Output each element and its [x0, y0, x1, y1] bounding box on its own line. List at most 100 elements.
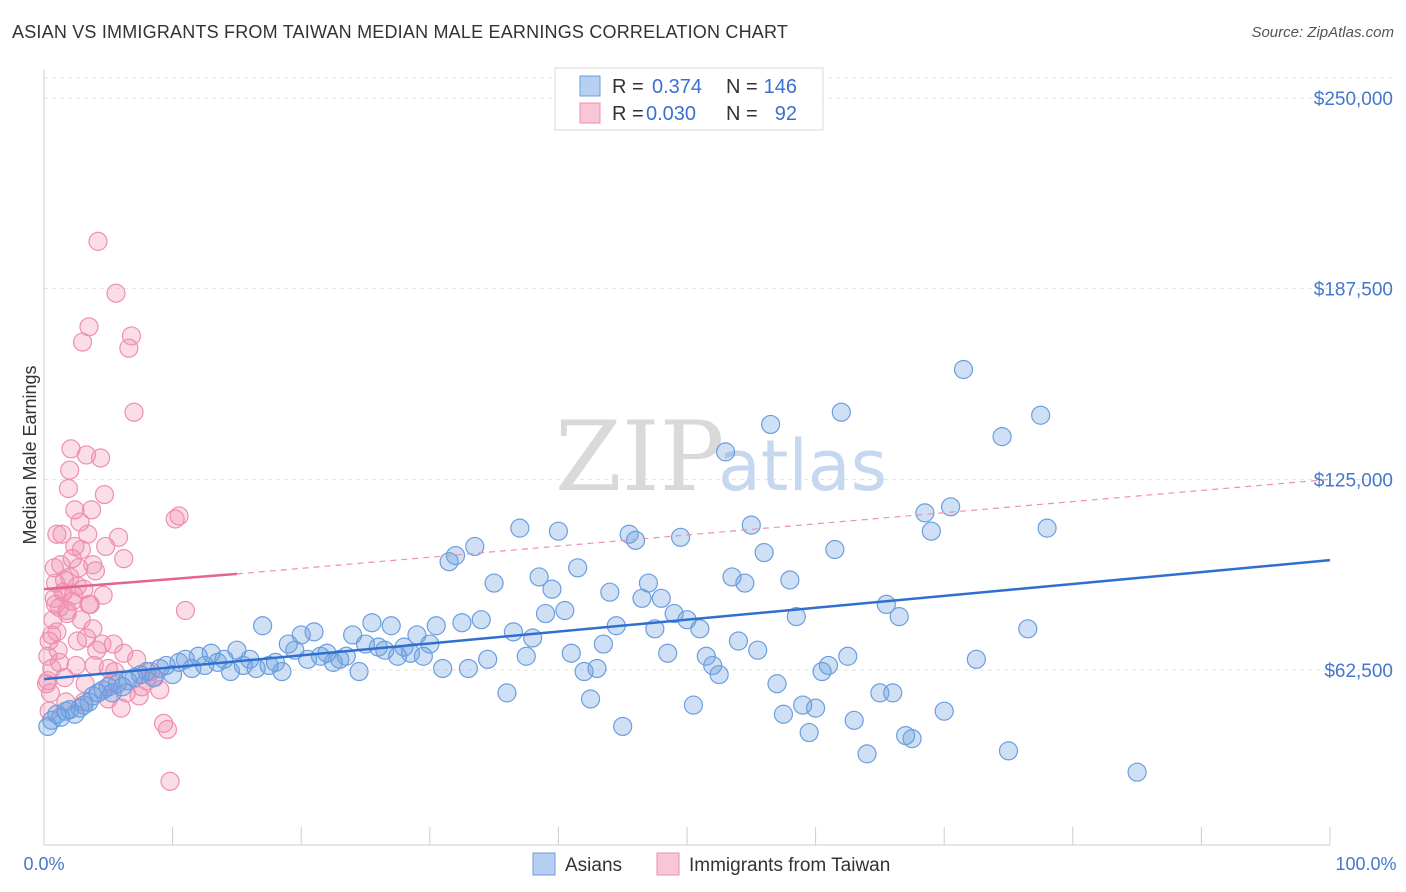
- asians-point-145: [1018, 619, 1038, 639]
- asians-point-104: [683, 695, 704, 715]
- asians-point-118: [773, 704, 794, 724]
- asians-point-119: [780, 570, 800, 590]
- asians-point-125: [818, 655, 839, 676]
- series-legend: Asians Immigrants from Taiwan: [532, 852, 890, 876]
- taiwan-point-39: [87, 640, 107, 660]
- x-tick-label-min: 0.0%: [23, 854, 64, 874]
- asians-point-75: [497, 683, 517, 703]
- asians-point-58: [381, 616, 401, 636]
- taiwan-point-83: [94, 484, 115, 505]
- asians-point-55: [362, 613, 382, 633]
- asians-point-148: [1127, 762, 1147, 782]
- asians-trend-line: [43, 558, 1331, 681]
- asians-point-142: [966, 649, 986, 669]
- asians-point-65: [426, 616, 446, 636]
- taiwan-trend-line-extension: [236, 478, 1331, 575]
- legend-r-label-asians: R =: [612, 76, 644, 98]
- asians-point-11: [88, 683, 108, 703]
- y-axis-title: Median Male Earnings: [20, 365, 40, 544]
- asians-point-127: [831, 402, 851, 422]
- taiwan-point-71: [57, 603, 77, 624]
- y-tick-label-2: $187,500: [1314, 280, 1393, 301]
- asians-point-129: [844, 710, 864, 730]
- asians-point-14: [102, 683, 122, 703]
- taiwan-point-82: [60, 460, 80, 480]
- gridlines: [44, 77, 1394, 671]
- taiwan-point-86: [114, 643, 134, 663]
- asians-point-139: [934, 701, 954, 721]
- asians-point-122: [799, 722, 819, 743]
- taiwan-point-90: [38, 671, 58, 691]
- asians-point-72: [471, 610, 491, 630]
- asians-point-53: [349, 661, 369, 682]
- asians-point-74: [484, 573, 504, 593]
- asians-point-82: [542, 579, 562, 599]
- asians-point-24: [163, 664, 183, 685]
- taiwan-point-1: [38, 646, 58, 666]
- asians-point-86: [568, 558, 588, 578]
- taiwan-point-77: [71, 539, 91, 560]
- legend-r-label-taiwan: R =: [612, 103, 644, 125]
- taiwan-point-12: [52, 524, 72, 544]
- asians-point-117: [767, 674, 787, 694]
- y-tick-label-1: $125,000: [1314, 470, 1393, 491]
- asians-point-69: [452, 613, 472, 633]
- asians-point-140: [941, 497, 961, 517]
- asians-point-97: [638, 573, 659, 593]
- asians-point-114: [748, 640, 768, 660]
- asians-point-111: [728, 631, 749, 651]
- asians-point-144: [998, 741, 1019, 761]
- bottom-legend-swatch-asians: [532, 852, 556, 876]
- taiwan-point-80: [47, 524, 67, 544]
- bottom-legend-label-taiwan: Immigrants from Taiwan: [689, 855, 890, 876]
- asians-point-71: [465, 536, 485, 557]
- taiwan-point-63: [157, 719, 178, 740]
- taiwan-point-5: [43, 610, 63, 630]
- taiwan-point-26: [70, 512, 90, 532]
- legend-r-value-asians: 0.374: [652, 76, 702, 98]
- taiwan-point-52: [119, 338, 139, 358]
- asians-point-66: [433, 658, 453, 679]
- asians-point-109: [715, 442, 736, 462]
- legend-r-value-taiwan: 0.030: [646, 103, 696, 125]
- asians-point-138: [921, 521, 941, 541]
- source-label: Source: ZipAtlas.com: [1251, 24, 1394, 41]
- asians-point-116: [760, 414, 781, 435]
- legend-n-label-asians: N =: [726, 76, 758, 98]
- x-tick-label-max: 100.0%: [1335, 854, 1396, 874]
- x-ticks: [43, 827, 1331, 845]
- asians-point-78: [516, 646, 536, 666]
- y-tick-labels: $62,500 $125,000 $187,500 $250,000: [1314, 89, 1393, 682]
- taiwan-point-47: [106, 283, 126, 303]
- legend-n-value-asians: 146: [764, 76, 797, 98]
- trend-lines: [43, 478, 1331, 681]
- asians-point-105: [690, 619, 710, 639]
- asians-point-84: [555, 600, 575, 621]
- taiwan-point-35: [81, 500, 102, 520]
- asians-point-85: [561, 643, 581, 663]
- taiwan-point-48: [108, 527, 129, 547]
- taiwan-trend-line: [43, 572, 237, 591]
- asians-point-91: [600, 582, 620, 602]
- asians-point-108: [709, 664, 729, 685]
- asians-point-90: [593, 634, 614, 654]
- bottom-legend-label-asians: Asians: [565, 855, 622, 876]
- asians-point-81: [535, 603, 556, 624]
- bottom-legend-swatch-taiwan: [656, 852, 680, 876]
- taiwan-point-72: [79, 594, 99, 615]
- legend-n-label-taiwan: N =: [726, 103, 758, 125]
- asians-point-143: [992, 427, 1012, 447]
- watermark: ZIP atlas: [555, 401, 887, 513]
- taiwan-point-23: [66, 655, 86, 676]
- taiwan-point-84: [44, 558, 64, 578]
- asians-point-134: [889, 607, 909, 627]
- asians-point-98: [645, 619, 665, 639]
- taiwan-point-76: [42, 625, 62, 645]
- asians-point-141: [953, 359, 974, 380]
- asians-point-63: [413, 646, 433, 666]
- asians-point-99: [651, 588, 671, 608]
- legend-n-value-taiwan: 92: [775, 103, 797, 125]
- taiwan-point-33: [79, 317, 99, 337]
- asians-point-93: [613, 716, 633, 737]
- y-tick-label-0: $62,500: [1324, 661, 1393, 682]
